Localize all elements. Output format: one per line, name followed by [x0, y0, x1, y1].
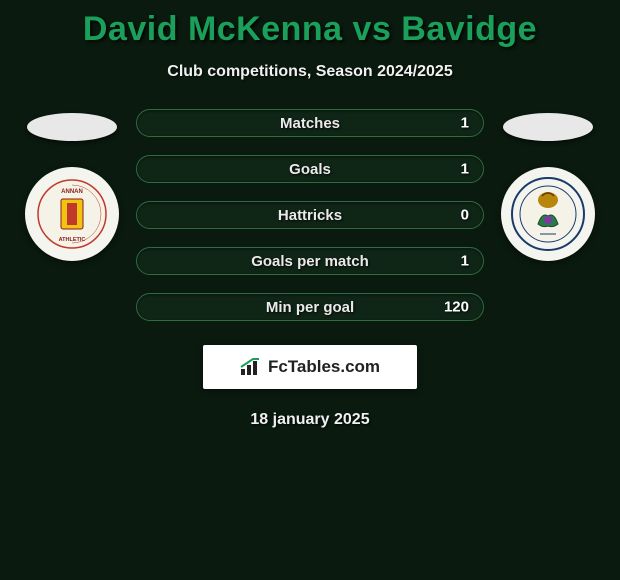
right-team-crest — [501, 167, 595, 261]
date-text: 18 january 2025 — [250, 411, 369, 429]
page-container: David McKenna vs Bavidge Club competitio… — [0, 0, 620, 580]
stat-value-right: 120 — [444, 299, 469, 316]
left-marker-oval — [27, 113, 117, 141]
comparison-row: ANNAN ATHLETIC Matches 1 Goals 1 Hattric… — [0, 109, 620, 321]
stat-label: Hattricks — [278, 207, 342, 224]
stat-label: Matches — [280, 115, 340, 132]
stat-bar-matches: Matches 1 — [136, 109, 484, 137]
stat-value-right: 1 — [461, 115, 469, 132]
brand-logo[interactable]: FcTables.com — [203, 345, 417, 389]
left-column: ANNAN ATHLETIC — [22, 109, 122, 261]
stat-value-right: 1 — [461, 161, 469, 178]
left-team-crest: ANNAN ATHLETIC — [25, 167, 119, 261]
bar-chart-icon — [240, 358, 262, 376]
stat-bar-goals: Goals 1 — [136, 155, 484, 183]
svg-text:ANNAN: ANNAN — [61, 189, 83, 195]
right-marker-oval — [503, 113, 593, 141]
page-subtitle: Club competitions, Season 2024/2025 — [167, 63, 452, 81]
stat-label: Goals — [289, 161, 331, 178]
stat-bar-goals-per-match: Goals per match 1 — [136, 247, 484, 275]
stat-label: Goals per match — [251, 253, 369, 270]
stat-label: Min per goal — [266, 299, 354, 316]
stat-value-right: 0 — [461, 207, 469, 224]
inverness-crest-icon — [510, 176, 586, 252]
annan-crest-icon: ANNAN ATHLETIC — [37, 179, 107, 249]
stat-bar-min-per-goal: Min per goal 120 — [136, 293, 484, 321]
stat-value-right: 1 — [461, 253, 469, 270]
stat-bar-hattricks: Hattricks 0 — [136, 201, 484, 229]
stats-column: Matches 1 Goals 1 Hattricks 0 Goals per … — [136, 109, 484, 321]
svg-text:ATHLETIC: ATHLETIC — [59, 237, 86, 243]
page-title: David McKenna vs Bavidge — [83, 10, 537, 49]
brand-text: FcTables.com — [268, 357, 380, 377]
right-column — [498, 109, 598, 261]
